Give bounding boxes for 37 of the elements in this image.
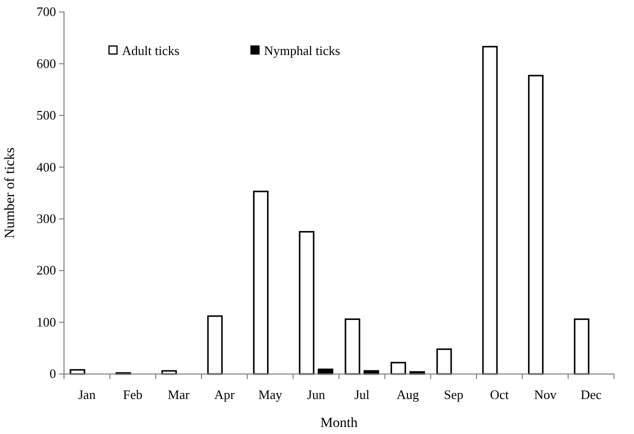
bar xyxy=(436,348,452,375)
legend-label: Nymphal ticks xyxy=(264,43,340,58)
bar xyxy=(253,190,269,375)
x-tick-label: Dec xyxy=(580,387,602,402)
bar xyxy=(528,74,544,375)
y-axis-title: Number of ticks xyxy=(3,148,18,238)
bar xyxy=(298,231,314,375)
x-tick-label: Oct xyxy=(490,387,510,402)
bar xyxy=(344,318,360,375)
bar xyxy=(318,368,334,375)
y-tick-label: 700 xyxy=(36,4,56,20)
bar xyxy=(70,369,86,375)
bar xyxy=(390,362,406,375)
x-tick-label: Aug xyxy=(396,387,420,402)
y-tick-label: 100 xyxy=(36,314,56,330)
y-tick-label: 600 xyxy=(36,56,56,71)
x-tick-label: Jan xyxy=(78,387,96,402)
x-tick-label: Feb xyxy=(123,387,142,402)
y-tick-label: 0 xyxy=(50,366,56,382)
x-tick-label: Mar xyxy=(168,387,190,402)
x-axis-title: Month xyxy=(320,416,358,431)
bar xyxy=(482,46,498,375)
y-tick-label: 300 xyxy=(36,211,56,226)
x-tick-label: Jul xyxy=(354,387,370,402)
y-tick-label: 500 xyxy=(36,108,56,123)
bar xyxy=(161,370,177,375)
bar xyxy=(364,370,380,375)
x-tick-label: Apr xyxy=(214,387,236,402)
legend-label: Adult ticks xyxy=(122,43,180,58)
x-tick-label: Jun xyxy=(307,387,326,402)
bar xyxy=(574,318,590,375)
x-tick-label: Nov xyxy=(534,387,557,402)
bar xyxy=(207,315,223,375)
x-tick-label: Sep xyxy=(444,387,464,402)
y-tick-label: 200 xyxy=(36,262,56,278)
x-tick-label: May xyxy=(258,387,283,402)
y-tick-label: 400 xyxy=(36,159,56,174)
